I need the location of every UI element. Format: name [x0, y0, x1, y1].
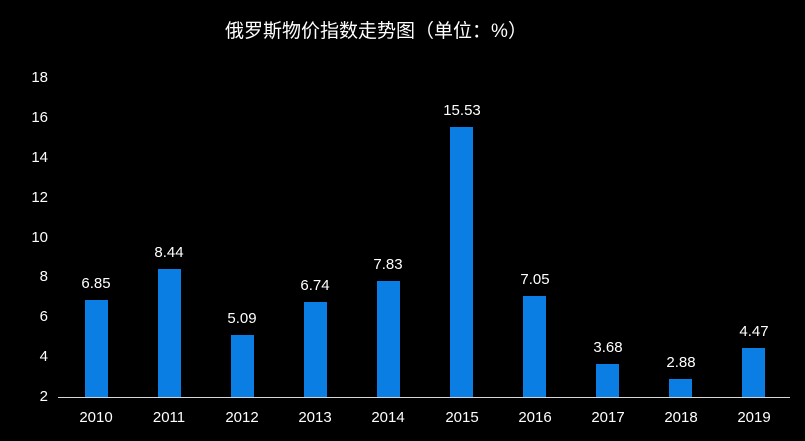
x-axis-line — [58, 397, 790, 398]
y-tick-label-14: 14 — [31, 148, 48, 166]
y-tick-label-2: 2 — [39, 388, 48, 405]
x-tick-label-2013: 2013 — [298, 409, 332, 426]
bar-value-label-2018: 2.88 — [666, 354, 696, 371]
x-tick-label-2014: 2014 — [371, 409, 405, 426]
bar-2011 — [158, 269, 181, 397]
x-tick-label-2016: 2016 — [518, 409, 552, 426]
y-tick-label-6: 6 — [39, 308, 48, 326]
bar-2017 — [596, 364, 619, 397]
x-tick-label-2015: 2015 — [445, 409, 479, 426]
bar-2015 — [450, 127, 473, 397]
bar-value-label-2017: 3.68 — [593, 339, 623, 356]
chart-title: 俄罗斯物价指数走势图（单位：%） — [225, 21, 527, 42]
x-tick-label-2018: 2018 — [664, 409, 698, 426]
y-tick-label-8: 8 — [39, 268, 48, 286]
bar-value-label-2014: 7.83 — [373, 256, 403, 273]
y-tick-label-12: 12 — [31, 188, 48, 206]
bar-value-label-2013: 6.74 — [300, 277, 330, 294]
y-tick-label-16: 16 — [31, 108, 48, 126]
y-tick-label-18: 18 — [31, 69, 48, 86]
x-tick-label-2019: 2019 — [737, 409, 771, 426]
x-tick-label-2017: 2017 — [591, 409, 625, 426]
bar-value-label-2010: 6.85 — [81, 275, 111, 292]
y-tick-label-10: 10 — [31, 228, 48, 246]
bar-value-label-2016: 7.05 — [520, 271, 550, 288]
bar-2013 — [304, 302, 327, 397]
bar-value-label-2012: 5.09 — [227, 310, 257, 327]
bar-2016 — [523, 296, 546, 397]
bar-2018 — [669, 379, 692, 397]
bar-value-label-2015: 15.53 — [443, 102, 481, 119]
x-tick-label-2011: 2011 — [152, 409, 186, 426]
bar-2010 — [85, 300, 108, 397]
bar-2014 — [377, 281, 400, 397]
bar-2012 — [231, 335, 254, 397]
x-tick-label-2010: 2010 — [79, 409, 113, 426]
y-tick-label-4: 4 — [39, 348, 48, 366]
x-tick-label-2012: 2012 — [225, 409, 259, 426]
bar-value-label-2011: 8.44 — [154, 244, 184, 261]
bar-value-label-2019: 4.47 — [739, 323, 769, 340]
bar-2019 — [742, 348, 765, 397]
